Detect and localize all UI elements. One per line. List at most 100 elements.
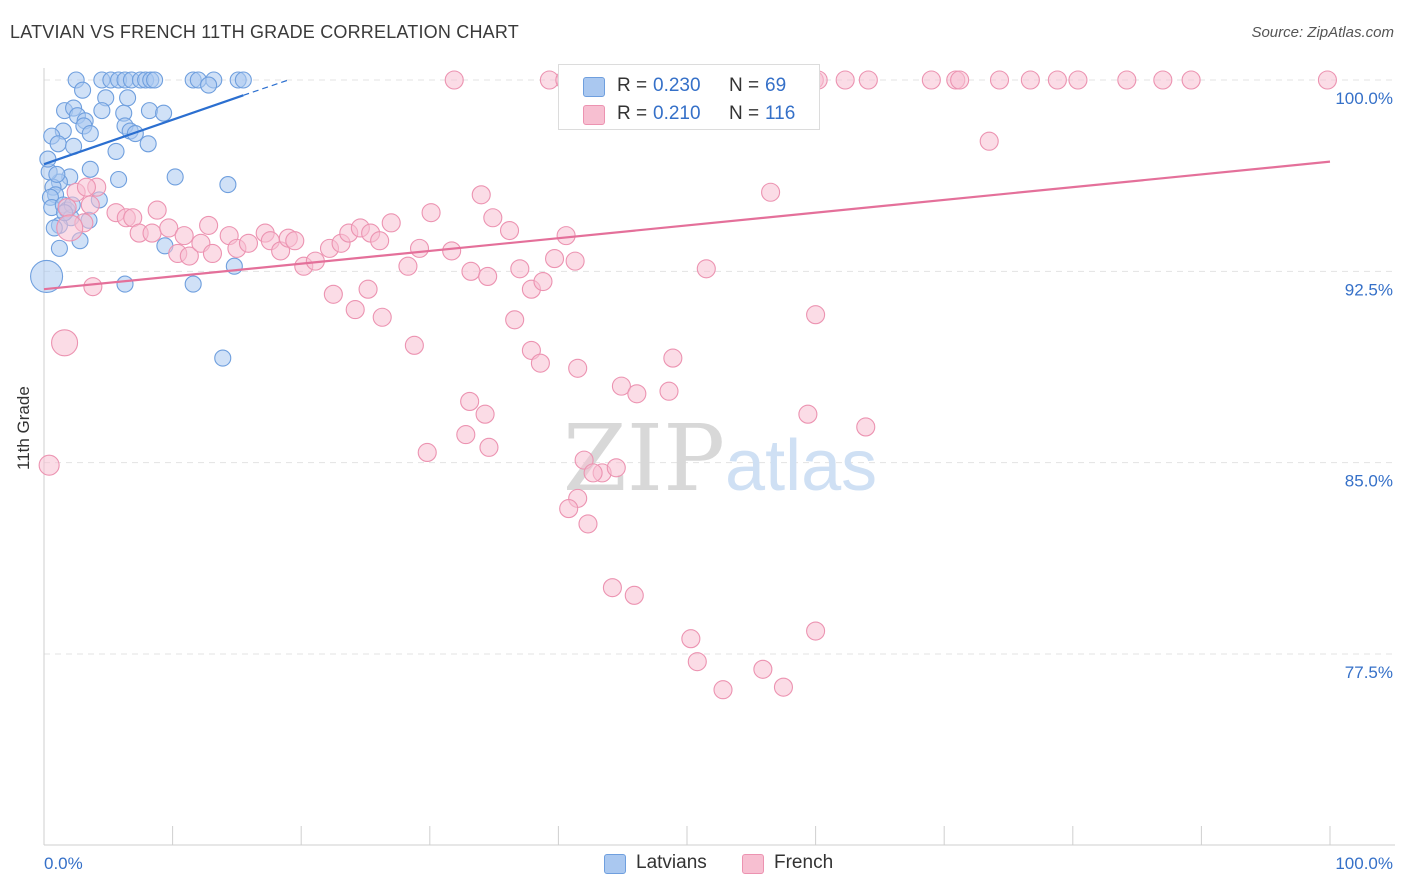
data-point xyxy=(1068,70,1088,90)
data-point xyxy=(51,329,79,357)
data-point xyxy=(578,514,598,534)
data-point xyxy=(57,198,77,218)
data-point xyxy=(979,131,999,151)
n-label: N = xyxy=(729,103,760,124)
data-point xyxy=(681,629,701,649)
data-point xyxy=(30,259,64,293)
data-point xyxy=(544,249,565,269)
data-point xyxy=(166,168,184,186)
data-point xyxy=(140,102,159,120)
data-point xyxy=(663,348,683,368)
data-point xyxy=(234,71,252,89)
data-point xyxy=(202,243,223,264)
data-point xyxy=(56,214,84,242)
data-point xyxy=(372,307,392,327)
data-point xyxy=(345,300,365,320)
data-point xyxy=(989,70,1010,90)
data-point xyxy=(533,271,553,292)
data-point xyxy=(83,277,103,297)
n-label: N = xyxy=(729,75,760,96)
data-point xyxy=(530,353,550,373)
data-point xyxy=(93,102,111,120)
data-point xyxy=(565,251,585,271)
r-label: R = xyxy=(617,103,648,124)
data-point xyxy=(624,585,644,605)
data-point xyxy=(146,71,164,89)
data-point xyxy=(39,150,57,168)
latvian-swatch xyxy=(583,77,605,97)
y-tick-label: 85.0% xyxy=(1345,472,1393,491)
data-point xyxy=(48,165,66,183)
data-point xyxy=(110,170,128,189)
data-point xyxy=(510,259,530,279)
data-point xyxy=(107,142,125,160)
chart-title: LATVIAN VS FRENCH 11TH GRADE CORRELATION… xyxy=(10,22,519,42)
data-point xyxy=(835,70,855,90)
legend-row-latvians: R = 0.230 N = 69 xyxy=(559,71,819,101)
data-point xyxy=(602,578,622,598)
r-value: 0.210 xyxy=(653,103,701,124)
data-point xyxy=(921,70,941,90)
data-point xyxy=(753,659,773,679)
data-point xyxy=(858,70,878,90)
stats-legend: R = 0.230 N = 69 R = 0.210 N = 116 xyxy=(558,64,820,130)
data-point xyxy=(499,220,520,241)
tick-labels: 100.0% 92.5% 85.0% 77.5% 0.0% 100.0% xyxy=(44,89,1393,873)
data-point xyxy=(761,182,781,202)
data-point xyxy=(479,437,499,457)
data-point xyxy=(444,70,464,90)
n-value: 116 xyxy=(765,103,796,124)
data-point xyxy=(174,226,194,246)
data-point xyxy=(398,256,418,276)
data-point xyxy=(142,223,162,243)
data-point xyxy=(76,177,96,197)
data-point xyxy=(798,404,818,424)
y-axis-label: 11th Grade xyxy=(14,386,33,470)
data-point xyxy=(556,226,576,246)
data-point xyxy=(687,652,707,672)
data-point xyxy=(409,238,430,258)
watermark: ZIPatlas xyxy=(563,405,877,512)
x-tick-label: 0.0% xyxy=(44,854,83,873)
data-point xyxy=(50,239,68,257)
french-points xyxy=(38,70,1337,700)
data-point xyxy=(179,246,199,266)
data-point xyxy=(461,261,481,281)
data-point xyxy=(1117,70,1137,90)
data-point xyxy=(483,208,503,228)
data-point xyxy=(456,425,476,445)
data-point xyxy=(417,442,437,463)
data-point xyxy=(199,215,219,235)
data-point xyxy=(950,70,970,90)
data-point xyxy=(285,231,305,251)
data-point xyxy=(139,135,157,153)
data-point xyxy=(219,176,237,194)
data-point xyxy=(214,349,232,367)
trend-lines xyxy=(43,79,1331,291)
data-point xyxy=(147,200,167,220)
data-point xyxy=(559,499,579,519)
data-point xyxy=(404,335,424,355)
latvian-trend-line xyxy=(43,94,244,166)
data-point xyxy=(505,310,525,330)
data-point xyxy=(358,279,378,299)
data-point xyxy=(1047,70,1067,90)
data-point xyxy=(323,284,343,304)
legend-label-french: French xyxy=(774,852,834,873)
data-point xyxy=(370,231,390,251)
data-point xyxy=(696,259,716,279)
y-tick-label: 100.0% xyxy=(1335,89,1393,108)
data-point xyxy=(1020,70,1040,90)
data-point xyxy=(606,458,626,478)
latvian-trend-extension xyxy=(243,79,289,96)
x-tick-label: 100.0% xyxy=(1335,854,1393,873)
data-point xyxy=(442,241,462,261)
data-point xyxy=(627,384,647,404)
french-trend-line xyxy=(43,160,1331,291)
data-point xyxy=(200,76,218,94)
data-point xyxy=(856,417,876,437)
r-value: 0.230 xyxy=(653,75,701,96)
data-point xyxy=(806,621,826,641)
data-point xyxy=(155,104,173,122)
